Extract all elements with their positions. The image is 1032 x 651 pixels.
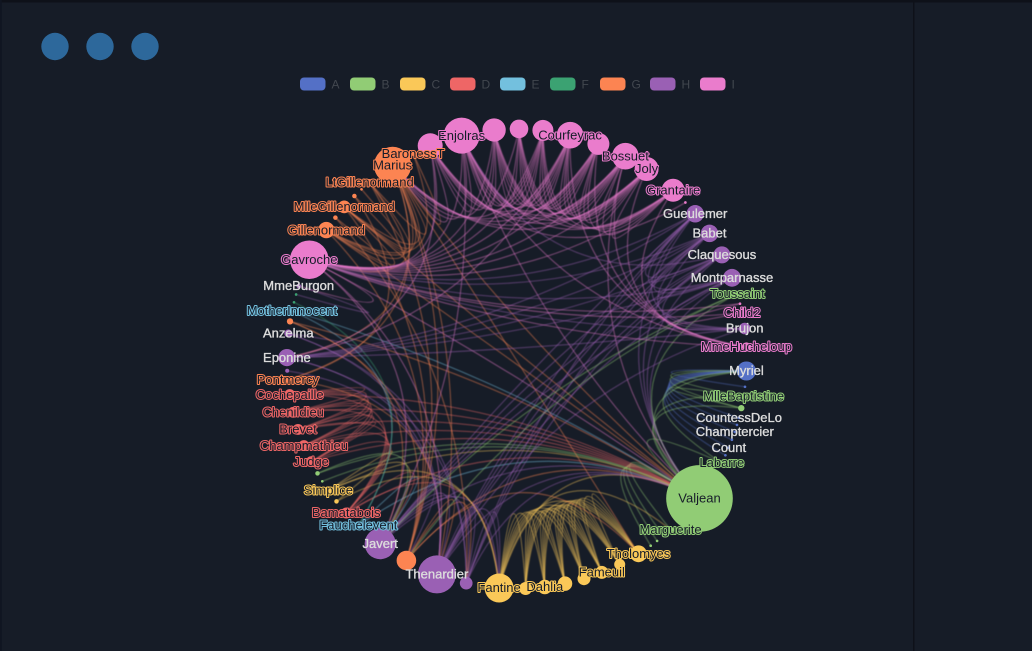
svg-text:G: G	[632, 78, 641, 92]
svg-text:Eponine: Eponine	[263, 350, 311, 365]
svg-text:LtGillenormand: LtGillenormand	[326, 174, 414, 189]
svg-text:Joly: Joly	[635, 161, 659, 176]
svg-text:Brujon: Brujon	[726, 321, 764, 336]
svg-text:BaronessT: BaronessT	[382, 146, 445, 161]
svg-text:MmeHucheloup: MmeHucheloup	[701, 339, 792, 354]
svg-text:Fameuil: Fameuil	[579, 565, 625, 580]
svg-text:Claquesous: Claquesous	[688, 247, 757, 262]
svg-text:Marguerite: Marguerite	[640, 522, 702, 537]
svg-text:Courfeyrac: Courfeyrac	[538, 127, 602, 142]
svg-text:E: E	[532, 78, 540, 92]
svg-text:Grantaire: Grantaire	[646, 182, 700, 197]
svg-text:Javert: Javert	[362, 536, 398, 551]
svg-text:F: F	[582, 78, 589, 92]
svg-text:MmeBurgon: MmeBurgon	[263, 278, 334, 293]
svg-text:Fantine: Fantine	[477, 580, 520, 595]
svg-text:H: H	[682, 78, 691, 92]
svg-text:Montparnasse: Montparnasse	[691, 270, 773, 285]
svg-text:MlleGillenormand: MlleGillenormand	[294, 199, 395, 214]
svg-text:Champtercier: Champtercier	[696, 424, 775, 439]
svg-text:I: I	[732, 78, 735, 92]
svg-text:Valjean: Valjean	[678, 491, 720, 506]
svg-text:Cochepaille: Cochepaille	[256, 387, 324, 402]
svg-text:Simplice: Simplice	[304, 483, 353, 498]
svg-text:MlleBaptistine: MlleBaptistine	[703, 389, 784, 404]
svg-text:Labarre: Labarre	[699, 455, 744, 470]
svg-text:Toussaint: Toussaint	[710, 286, 765, 301]
svg-text:Marius: Marius	[373, 158, 413, 173]
svg-text:Judge: Judge	[293, 454, 328, 469]
svg-text:C: C	[432, 78, 441, 92]
svg-text:Gueulemer: Gueulemer	[663, 206, 728, 221]
svg-text:MotherInnocent: MotherInnocent	[247, 303, 338, 318]
svg-text:Thenardier: Thenardier	[405, 567, 469, 582]
svg-text:Bossuet: Bossuet	[602, 148, 649, 163]
svg-text:Fauchelevent: Fauchelevent	[319, 518, 397, 533]
svg-text:D: D	[482, 78, 491, 92]
svg-text:Chenildieu: Chenildieu	[262, 405, 323, 420]
svg-text:Anzelma: Anzelma	[263, 326, 314, 341]
svg-text:Myriel: Myriel	[729, 363, 764, 378]
svg-text:Child2: Child2	[724, 305, 761, 320]
svg-text:Tholomyes: Tholomyes	[607, 546, 671, 561]
svg-text:Count: Count	[711, 440, 746, 455]
svg-text:Babet: Babet	[693, 226, 727, 241]
svg-text:CountessDeLo: CountessDeLo	[696, 410, 782, 425]
svg-text:Dahlia: Dahlia	[526, 579, 564, 594]
svg-text:Enjolras: Enjolras	[438, 128, 485, 143]
svg-text:Champmathieu: Champmathieu	[260, 438, 348, 453]
svg-text:Gillenormand: Gillenormand	[288, 222, 365, 237]
svg-text:A: A	[332, 78, 340, 92]
svg-text:Bamatabois: Bamatabois	[312, 505, 381, 520]
svg-text:Brevet: Brevet	[279, 422, 317, 437]
svg-text:Gavroche: Gavroche	[281, 252, 337, 267]
svg-text:Pontmercy: Pontmercy	[257, 372, 320, 387]
svg-text:B: B	[382, 78, 390, 92]
